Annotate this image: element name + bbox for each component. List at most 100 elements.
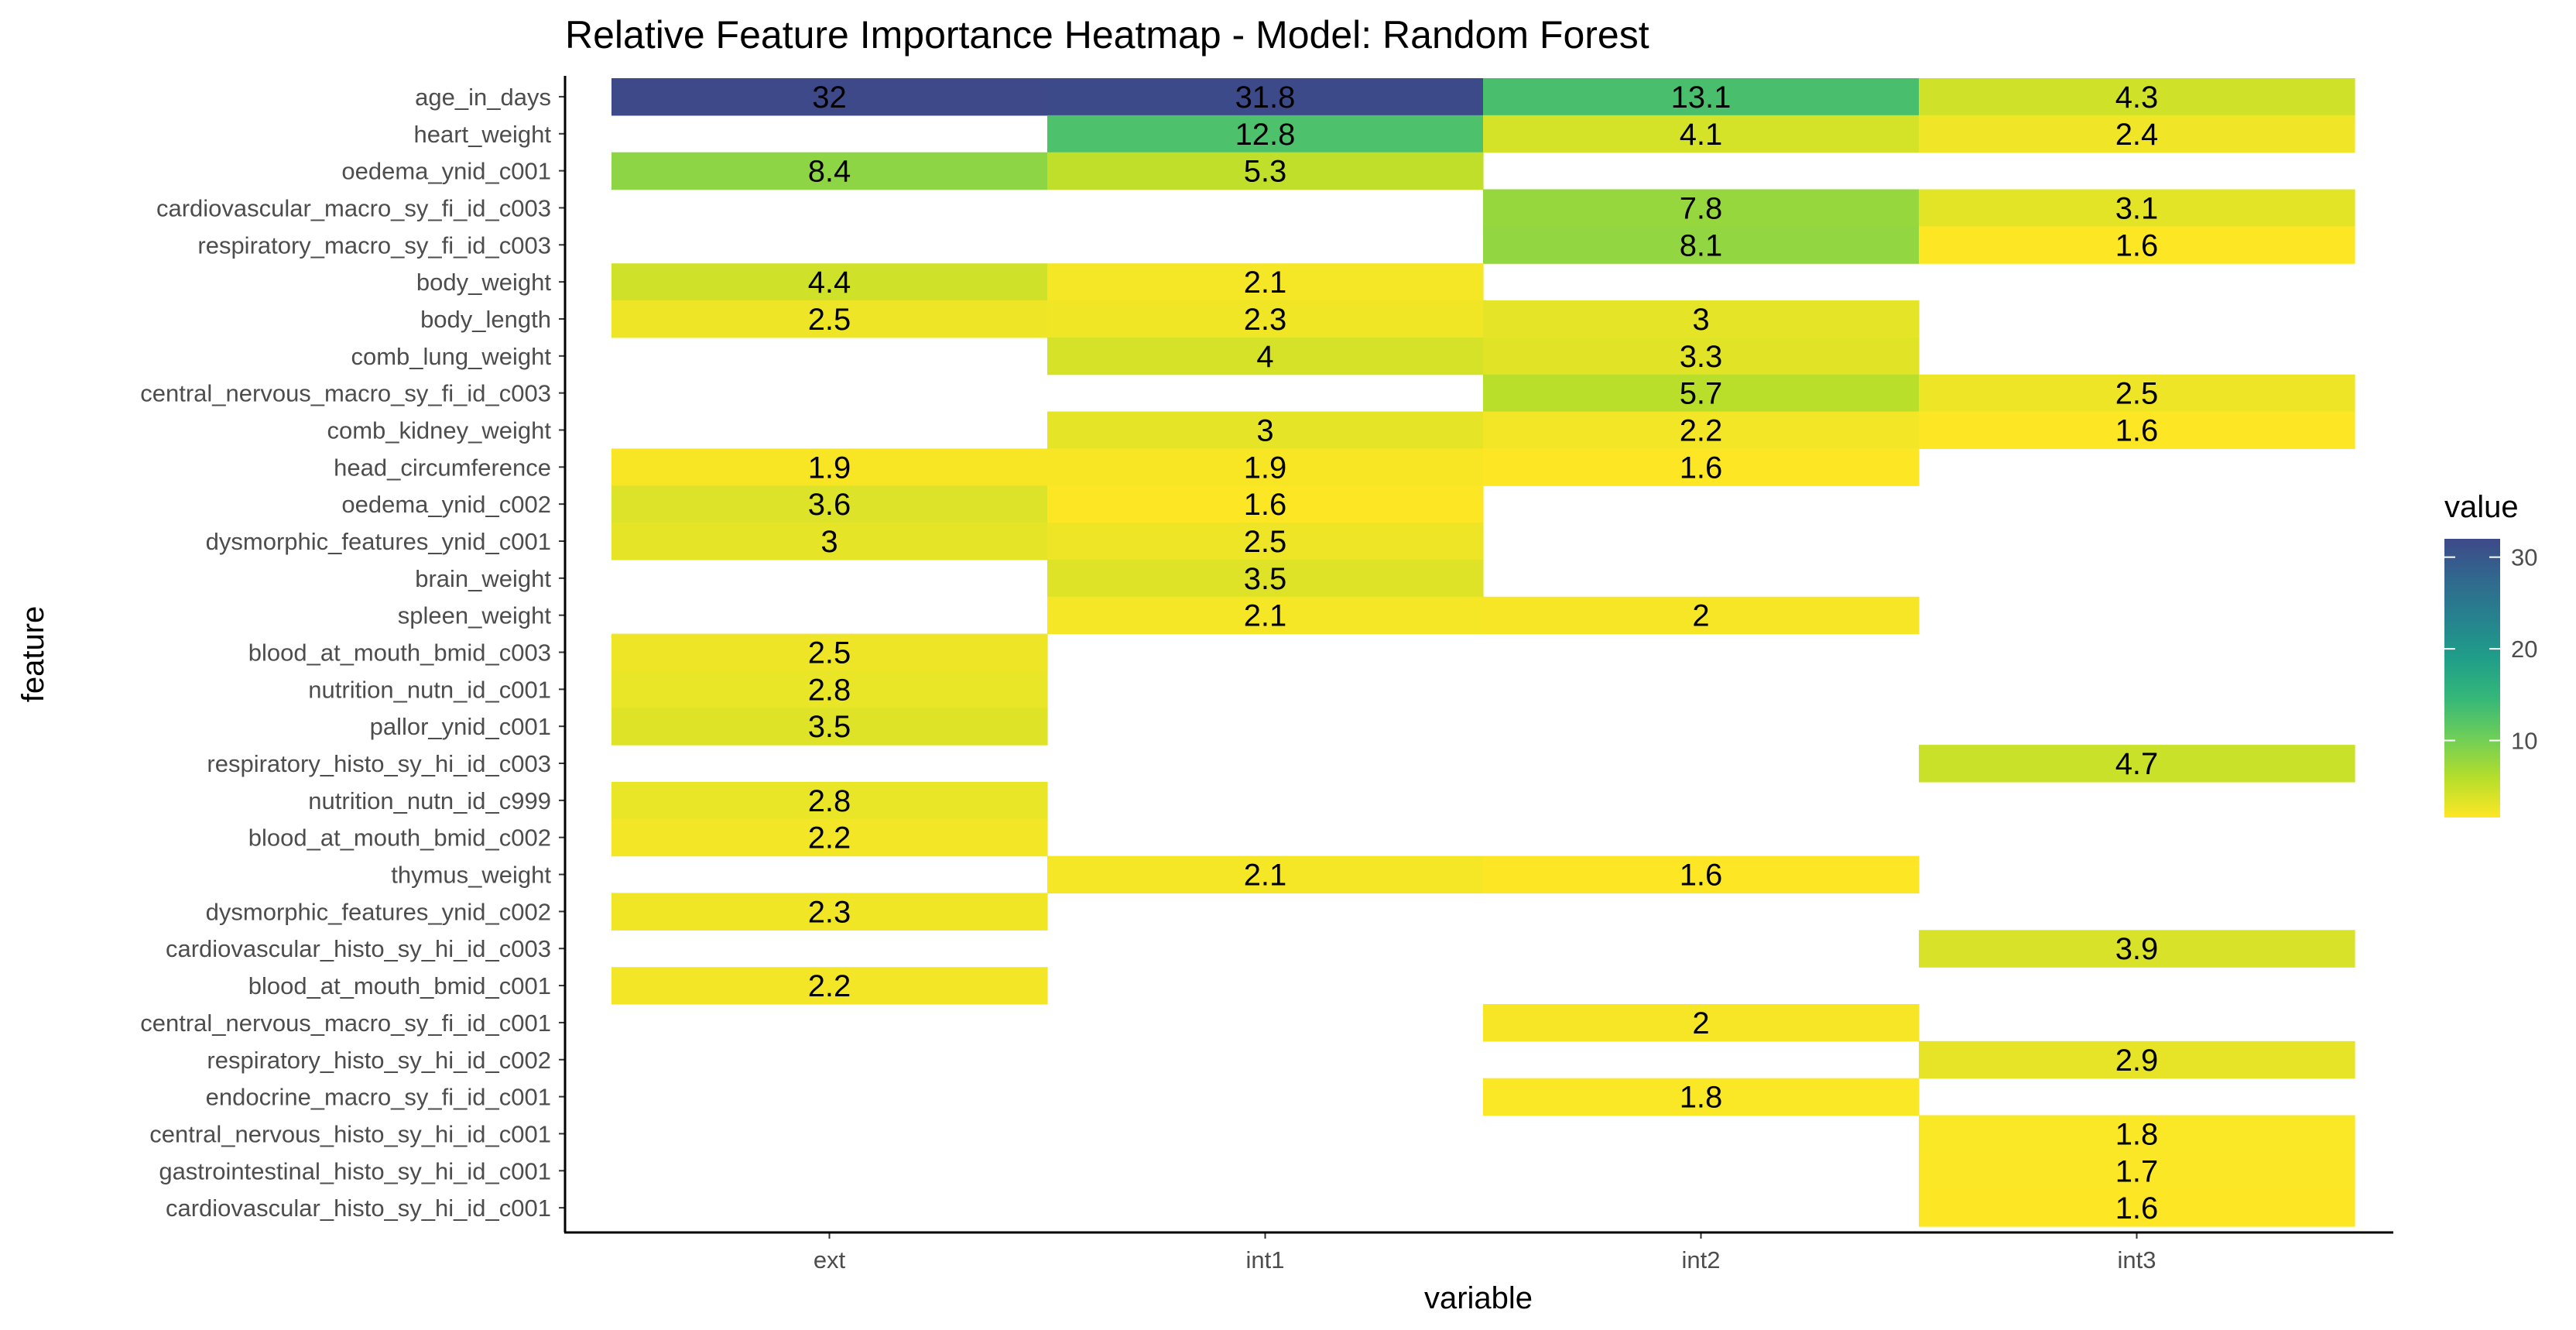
- cell-value-label: 2.5: [808, 636, 851, 670]
- heatmap-cell: [1919, 1115, 2355, 1153]
- cell-value-label: 2.2: [808, 969, 851, 1003]
- y-tick-label: dysmorphic_features_ynid_c002: [206, 898, 551, 925]
- cell-value-label: 5.7: [1680, 377, 1723, 411]
- y-tick-label: blood_at_mouth_bmid_c003: [248, 639, 551, 667]
- cell-value-label: 2: [1692, 599, 1709, 633]
- cell-value-label: 1.6: [1680, 451, 1723, 485]
- heatmap-cell: [611, 485, 1048, 523]
- y-tick-label: blood_at_mouth_bmid_c001: [248, 972, 551, 999]
- cell-value-label: 3.1: [2115, 191, 2159, 225]
- heatmap-cell: [611, 893, 1048, 931]
- x-axis-title: variable: [1424, 1281, 1533, 1315]
- cell-value-label: 5.3: [1244, 155, 1287, 189]
- y-tick-label: nutrition_nutn_id_c999: [308, 787, 551, 814]
- chart-title: Relative Feature Importance Heatmap - Mo…: [565, 13, 1649, 57]
- legend-ticks: 10 20 30: [2444, 544, 2537, 755]
- cell-value-label: 32: [812, 81, 847, 115]
- cell-value-label: 3: [820, 525, 838, 559]
- y-tick-label: pallor_ynid_c001: [370, 713, 551, 740]
- y-tick-label: blood_at_mouth_bmid_c002: [248, 824, 551, 852]
- x-tick-label: ext: [814, 1246, 846, 1273]
- y-tick-label: heart_weight: [413, 121, 551, 148]
- cell-value-label: 13.1: [1671, 81, 1732, 115]
- heatmap-cell: [611, 967, 1048, 1005]
- cell-value-label: 3.5: [808, 710, 851, 744]
- cell-value-label: 2.2: [1680, 413, 1723, 447]
- legend-tick-label: 20: [2511, 636, 2537, 663]
- heatmap-cell: [611, 263, 1048, 301]
- y-tick-label: respiratory_histo_sy_hi_id_c003: [207, 750, 551, 777]
- heatmap-cell: [1483, 1004, 1920, 1042]
- cell-value-label: 2: [1692, 1006, 1709, 1040]
- y-tick-label: endocrine_macro_sy_fi_id_c001: [206, 1084, 551, 1111]
- heatmap-cell: [1919, 745, 2355, 783]
- cell-value-label: 4.4: [808, 266, 851, 300]
- cell-value-label: 4: [1256, 340, 1273, 374]
- cell-value-label: 3.6: [808, 488, 851, 522]
- cell-value-label: 1.6: [2115, 1191, 2159, 1225]
- cell-value-label: 2.8: [808, 784, 851, 818]
- cell-value-label: 4.1: [1680, 118, 1723, 152]
- heatmap-cell-labels: 32 31.8 13.1 4.312.8 4.1 2.48.4 5.37.8 3.18.1 1.…: [808, 81, 2159, 1225]
- cell-value-label: 1.8: [1680, 1081, 1723, 1115]
- heatmap-cell: [1483, 78, 1920, 116]
- cell-value-label: 12.8: [1235, 118, 1296, 152]
- cell-value-label: 2.1: [1244, 859, 1287, 893]
- heatmap-cell: [611, 708, 1048, 746]
- heatmap-cells: [611, 78, 2355, 1227]
- x-tick-label: int1: [1246, 1246, 1285, 1273]
- heatmap-cell: [1919, 1152, 2355, 1190]
- cell-value-label: 2.3: [1244, 303, 1287, 337]
- cell-value-label: 3.9: [2115, 932, 2159, 966]
- y-tick-label: head_circumference: [334, 454, 551, 481]
- y-tick-label: oedema_ynid_c001: [341, 158, 551, 185]
- y-tick-label: dysmorphic_features_ynid_c001: [206, 528, 551, 555]
- heatmap-cell: [1483, 115, 1920, 153]
- y-tick-label: cardiovascular_histo_sy_hi_id_c001: [166, 1195, 551, 1222]
- cell-value-label: 2.2: [808, 821, 851, 855]
- cell-value-label: 1.6: [2115, 413, 2159, 447]
- cell-value-label: 8.1: [1680, 228, 1723, 262]
- heatmap-cell: [611, 152, 1048, 190]
- y-tick-label: gastrointestinal_histo_sy_hi_id_c001: [159, 1157, 551, 1184]
- legend-tick-label: 30: [2511, 544, 2537, 571]
- cell-value-label: 2.1: [1244, 266, 1287, 300]
- cell-value-label: 2.4: [2115, 118, 2159, 152]
- cell-value-label: 3: [1692, 303, 1709, 337]
- cell-value-label: 2.1: [1244, 599, 1287, 633]
- heatmap-cell: [1047, 152, 1484, 190]
- heatmap-cell: [1919, 226, 2355, 264]
- heatmap-cell: [1047, 448, 1484, 486]
- cell-value-label: 1.6: [1680, 859, 1723, 893]
- cell-value-label: 3: [1256, 413, 1273, 447]
- y-tick-label: thymus_weight: [391, 862, 551, 889]
- y-tick-label: central_nervous_macro_sy_fi_id_c003: [140, 380, 551, 407]
- cell-value-label: 3.5: [1244, 562, 1287, 596]
- cell-value-label: 1.7: [2115, 1154, 2159, 1188]
- heatmap-cell: [1483, 448, 1920, 486]
- y-tick-label: comb_lung_weight: [351, 343, 551, 370]
- cell-value-label: 2.5: [2115, 377, 2159, 411]
- heatmap-cell: [1919, 1040, 2355, 1079]
- heatmap-cell: [1047, 411, 1484, 449]
- cell-value-label: 7.8: [1680, 191, 1723, 225]
- y-tick-label: cardiovascular_histo_sy_hi_id_c003: [166, 935, 551, 962]
- heatmap-cell: [1919, 189, 2355, 227]
- heatmap-cell: [1483, 300, 1920, 338]
- heatmap-cell: [1919, 930, 2355, 968]
- y-tick-label: body_weight: [416, 269, 551, 296]
- y-tick-label: cardiovascular_macro_sy_fi_id_c003: [156, 194, 551, 221]
- y-tick-label: central_nervous_histo_sy_hi_id_c001: [149, 1120, 551, 1147]
- cell-value-label: 31.8: [1235, 81, 1296, 115]
- heatmap-cell: [1483, 1078, 1920, 1116]
- y-tick-label: respiratory_macro_sy_fi_id_c003: [197, 231, 551, 259]
- heatmap-cell: [1919, 374, 2355, 413]
- heatmap-cell: [1919, 411, 2355, 449]
- y-tick-label: brain_weight: [415, 565, 551, 592]
- x-tick-label: int2: [1682, 1246, 1721, 1273]
- cell-value-label: 2.5: [1244, 525, 1287, 559]
- heatmap-cell: [1483, 189, 1920, 227]
- heatmap-cell: [1919, 78, 2355, 116]
- cell-value-label: 4.7: [2115, 747, 2159, 781]
